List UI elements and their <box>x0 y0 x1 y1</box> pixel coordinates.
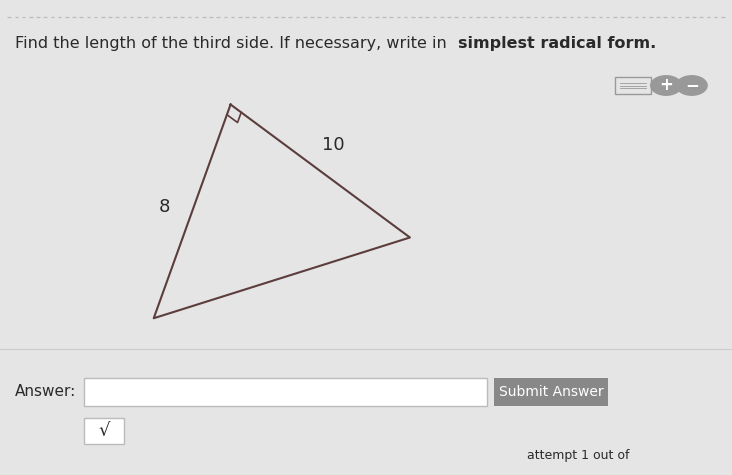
Text: 8: 8 <box>159 198 171 216</box>
Text: 10: 10 <box>322 136 344 154</box>
Circle shape <box>650 75 682 96</box>
Text: Find the length of the third side. If necessary, write in: Find the length of the third side. If ne… <box>15 36 452 51</box>
Text: Answer:: Answer: <box>15 384 76 399</box>
Text: −: − <box>685 76 698 95</box>
Text: simplest radical form.: simplest radical form. <box>458 36 656 51</box>
Bar <box>615 77 651 94</box>
Text: √: √ <box>99 422 110 440</box>
Bar <box>84 418 124 444</box>
Text: +: + <box>660 76 673 95</box>
Bar <box>494 378 608 406</box>
Text: Submit Answer: Submit Answer <box>498 385 603 399</box>
Text: attempt 1 out of: attempt 1 out of <box>527 449 630 463</box>
Bar <box>84 378 487 406</box>
Circle shape <box>676 75 708 96</box>
